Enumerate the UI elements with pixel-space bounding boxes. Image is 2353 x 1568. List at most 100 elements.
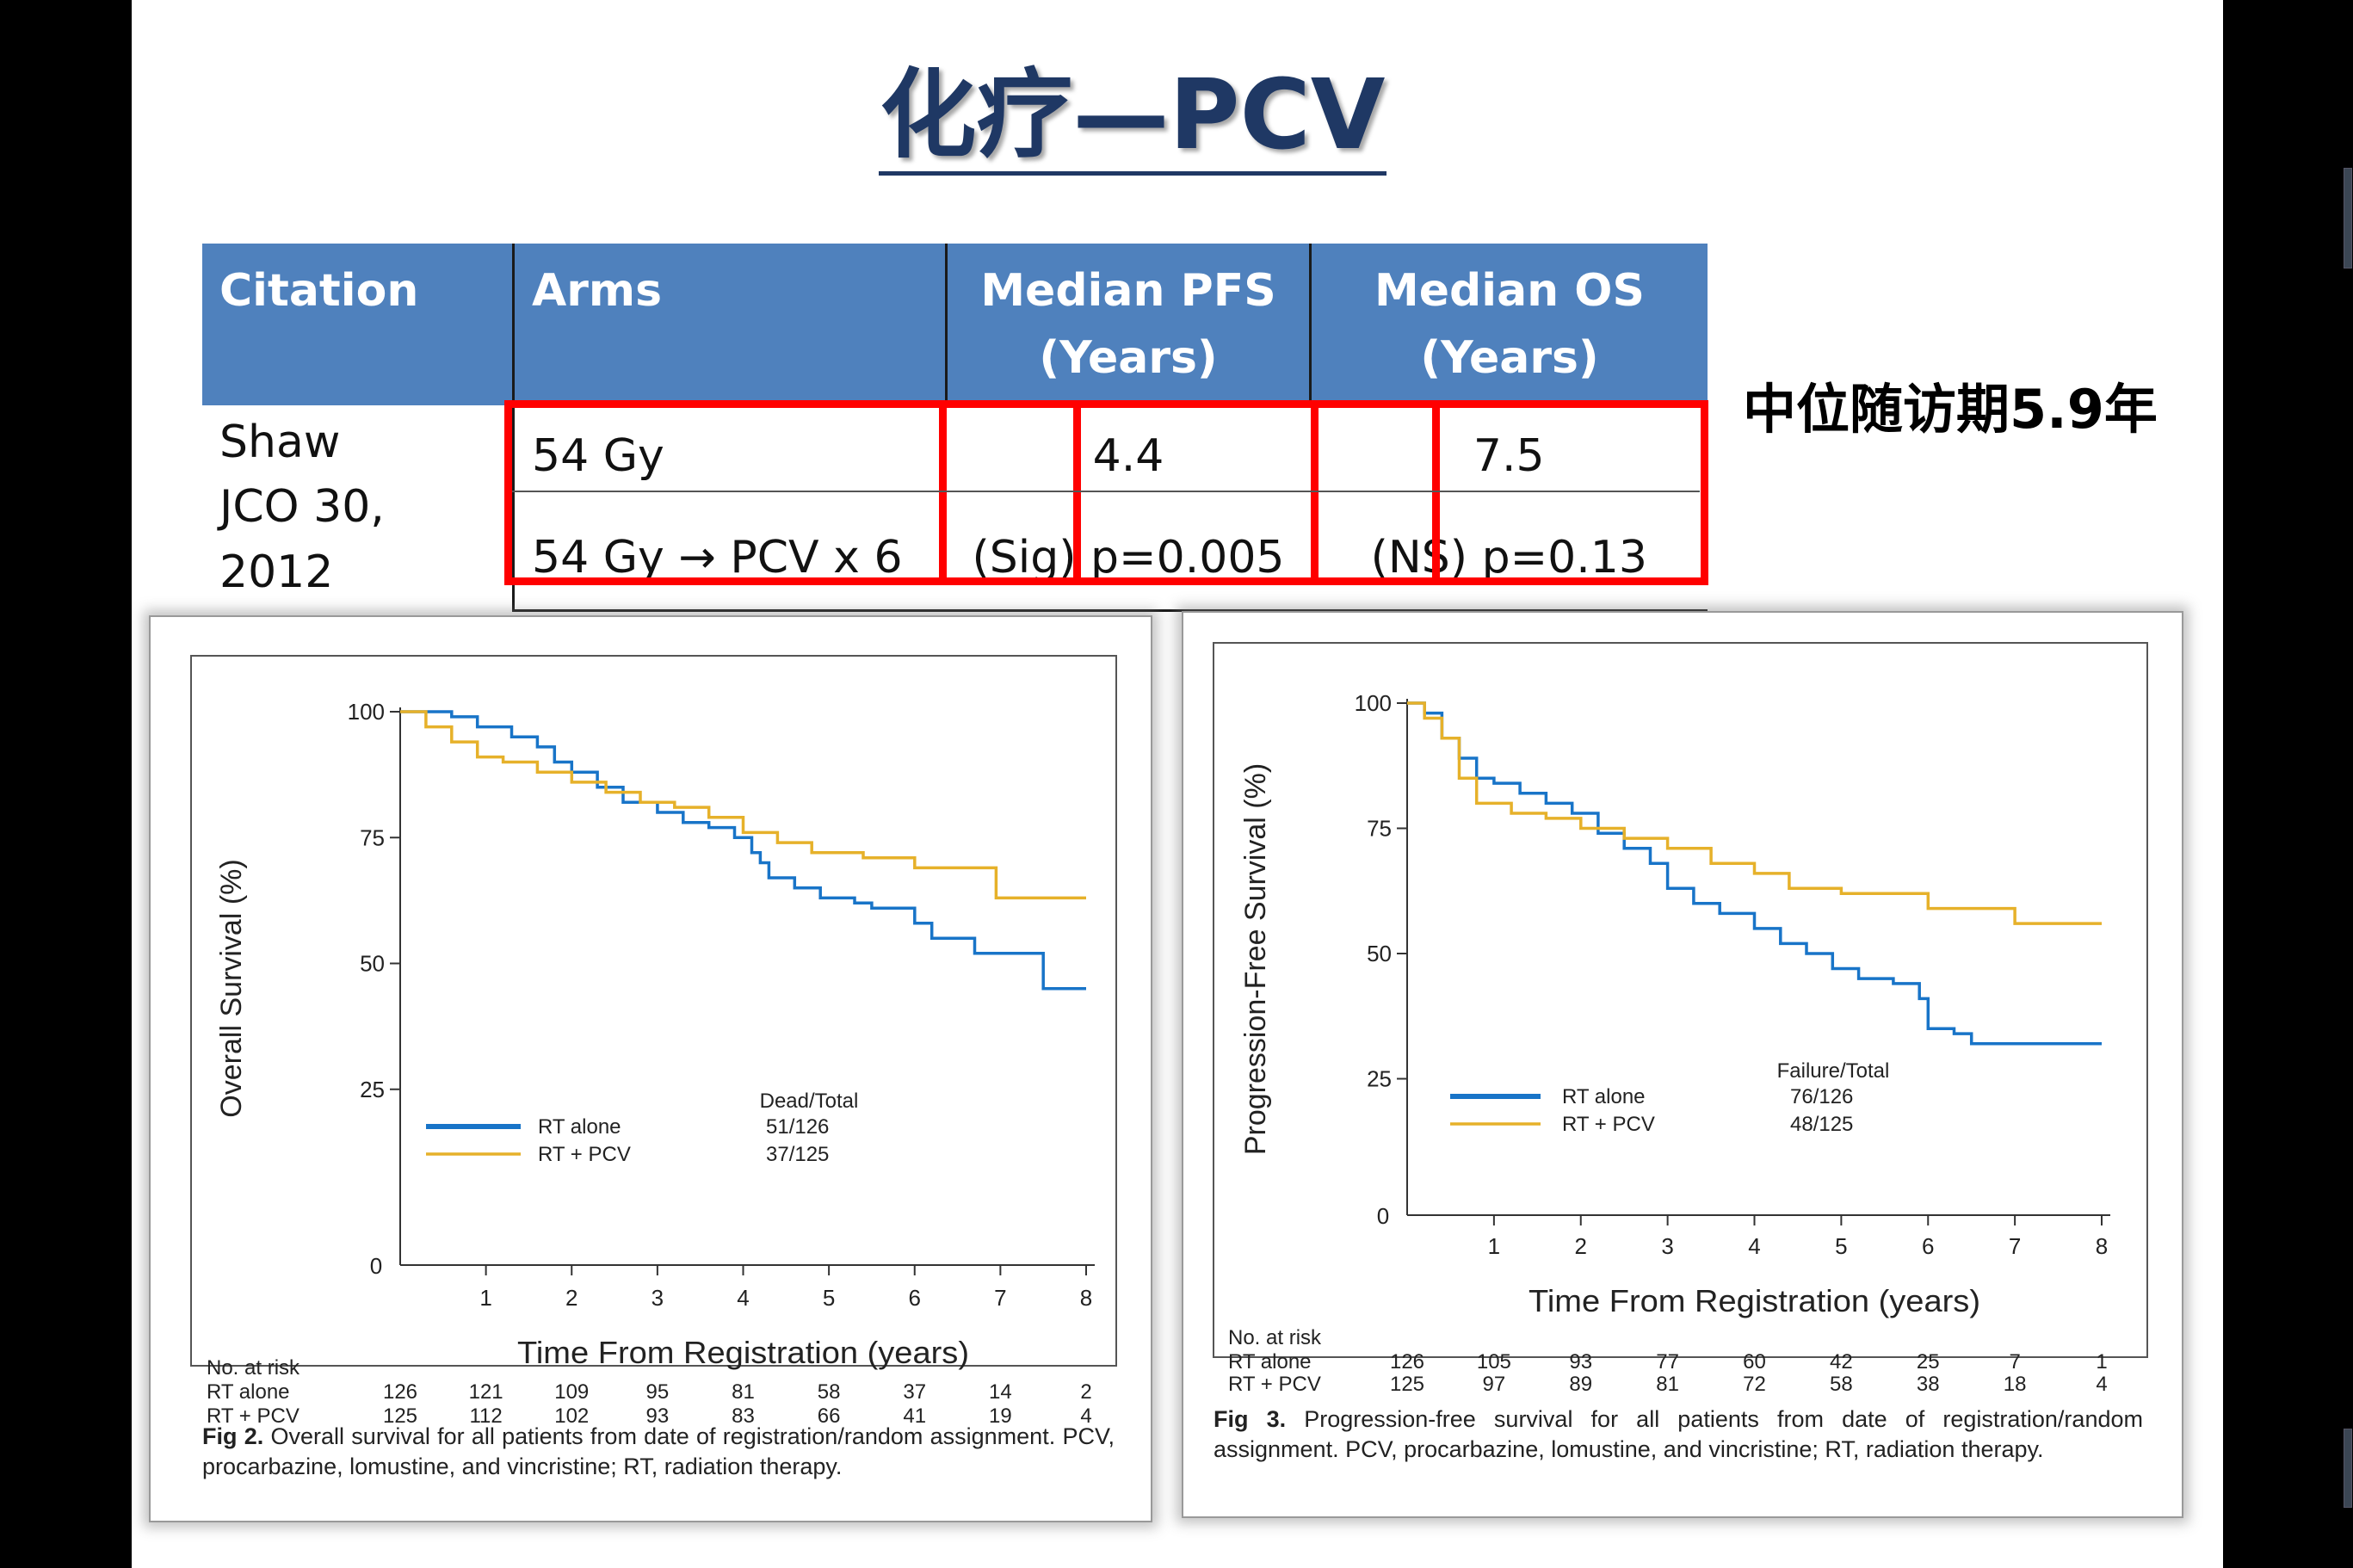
x-tick-label: 6 xyxy=(1922,1233,1934,1259)
results-table: Citation Arms Median PFS (Years) Median … xyxy=(202,244,1708,612)
row-divider xyxy=(512,491,1700,492)
risk-value: 125 xyxy=(1390,1373,1424,1396)
series-line-rt-pcv xyxy=(400,710,1086,900)
header-pfs: Median PFS (Years) xyxy=(946,244,1312,405)
risk-value: 109 xyxy=(554,1380,589,1404)
os-cell: (NS) p=0.13 xyxy=(1310,506,1708,612)
highlight-os-box xyxy=(1311,400,1708,585)
risk-value: 1 xyxy=(2096,1350,2107,1374)
y-tick-label: 100 xyxy=(1355,690,1392,716)
x-tick-label: 0 xyxy=(1377,1203,1389,1229)
x-tick-label: 3 xyxy=(652,1285,664,1311)
legend-header: Dead/Total xyxy=(760,1090,859,1113)
risk-value: 125 xyxy=(383,1404,417,1428)
figure-frame xyxy=(1213,642,2148,1358)
risk-value: 126 xyxy=(1390,1350,1424,1374)
x-tick-label: 6 xyxy=(909,1285,921,1311)
risk-value: 2 xyxy=(1080,1380,1091,1404)
risk-value: 112 xyxy=(469,1404,502,1428)
y-tick-label: 75 xyxy=(1367,816,1392,842)
legend-header: Failure/Total xyxy=(1777,1059,1890,1083)
risk-value: 14 xyxy=(989,1380,1012,1404)
header-arms: Arms xyxy=(513,244,948,405)
os-caption: Fig 2. Overall survival for all patients… xyxy=(202,1423,1115,1480)
series-line-rt-pcv xyxy=(1407,701,2102,925)
risk-value: 41 xyxy=(903,1404,926,1428)
risk-value: 121 xyxy=(469,1380,503,1404)
header-os: Median OS (Years) xyxy=(1310,244,1708,405)
risk-value: 58 xyxy=(1830,1373,1853,1396)
figure-frame xyxy=(190,655,1117,1367)
window-edge xyxy=(2223,0,2353,1568)
arm-cell: 54 Gy → PCV x 6 xyxy=(513,506,947,612)
risk-value: 18 xyxy=(2004,1373,2027,1396)
series-line-rt-alone xyxy=(1407,701,2102,1046)
x-tick-label: 8 xyxy=(2096,1233,2108,1259)
x-axis-title: Time From Registration (years) xyxy=(1529,1283,1980,1318)
citation-cell: Shaw JCO 30, 2012 xyxy=(202,405,515,611)
risk-value: 38 xyxy=(1917,1373,1940,1396)
legend-stat: 51/126 xyxy=(766,1115,829,1139)
risk-value: 105 xyxy=(1477,1350,1511,1374)
risk-value: 72 xyxy=(1743,1373,1766,1396)
table-row: Shaw JCO 30, 2012 54 Gy 4.4 7.5 xyxy=(202,405,1708,611)
pfs-cell: 4.4 xyxy=(1092,429,1164,482)
legend-stat: 37/125 xyxy=(766,1143,829,1166)
risk-value: 77 xyxy=(1656,1350,1679,1374)
y-tick-label: 50 xyxy=(1367,941,1392,966)
risk-row-label: RT + PCV xyxy=(207,1404,300,1428)
risk-row-label: RT alone xyxy=(207,1380,290,1404)
pfs-caption: Fig 3. Progression-free survival for all… xyxy=(1214,1406,2143,1463)
legend-label: RT alone xyxy=(538,1115,621,1139)
risk-value: 83 xyxy=(732,1404,755,1428)
highlight-arms-box xyxy=(504,400,1081,585)
pfs-chart: 25 50 75 100 0 1 2 3 4 5 6 7 8 Progression-Free Survi… xyxy=(1213,642,2148,1396)
x-tick-label: 3 xyxy=(1661,1233,1673,1259)
x-tick-label: 8 xyxy=(1080,1285,1092,1311)
citation-journal: JCO 30, 2012 xyxy=(219,481,385,598)
os-figure-panel: 25 50 75 100 0 1 2 3 4 5 6 7 8 Overall Survival (%) Ti… xyxy=(149,615,1152,1522)
y-tick-label: 50 xyxy=(360,951,385,977)
risk-table-header: No. at risk xyxy=(1228,1326,1322,1349)
pfs-figure-panel: 25 50 75 100 0 1 2 3 4 5 6 7 8 Progression-Free Survi… xyxy=(1182,611,2183,1518)
risk-value: 126 xyxy=(383,1380,417,1404)
x-tick-label: 7 xyxy=(994,1285,1006,1311)
y-axis-title: Progression-Free Survival (%) xyxy=(1239,763,1272,1155)
legend-stat: 48/125 xyxy=(1790,1113,1853,1136)
legend-label: RT + PCV xyxy=(538,1143,631,1166)
scrollbar-arrow[interactable] xyxy=(2344,1429,2352,1508)
x-tick-label: 1 xyxy=(1488,1233,1500,1259)
scrollbar-thumb[interactable] xyxy=(2344,168,2352,269)
slide-title: 化疗—PCV xyxy=(132,60,2134,176)
risk-value: 97 xyxy=(1483,1373,1506,1396)
followup-note: 中位随访期5.9年 xyxy=(1743,378,2158,441)
risk-value: 7 xyxy=(2009,1350,2020,1374)
header-citation: Citation xyxy=(202,244,515,405)
risk-value: 25 xyxy=(1917,1350,1940,1374)
x-tick-label: 0 xyxy=(370,1253,382,1279)
x-tick-label: 7 xyxy=(2009,1233,2021,1259)
y-axis-title: Overall Survival (%) xyxy=(215,859,248,1117)
x-axis-title: Time From Registration (years) xyxy=(517,1335,969,1370)
arm-cell: 54 Gy xyxy=(532,429,664,482)
x-tick-label: 5 xyxy=(1835,1233,1847,1259)
risk-value: 89 xyxy=(1569,1373,1592,1396)
x-tick-label: 4 xyxy=(1748,1233,1760,1259)
risk-row-label: RT alone xyxy=(1228,1350,1312,1374)
risk-value: 60 xyxy=(1743,1350,1766,1374)
os-chart: 25 50 75 100 0 1 2 3 4 5 6 7 8 Overall Survival (%) Ti… xyxy=(190,655,1117,1428)
table-row: 54 Gy → PCV x 6 (Sig) p=0.005 (NS) p=0.1… xyxy=(202,506,1708,612)
risk-row-label: RT + PCV xyxy=(1228,1373,1321,1396)
risk-value: 66 xyxy=(818,1404,841,1428)
slide: 化疗—PCV Citation Arms Median PFS (Years) … xyxy=(132,0,2223,1568)
risk-value: 4 xyxy=(1080,1404,1091,1428)
pfs-cell: (Sig) p=0.005 xyxy=(946,506,1311,612)
risk-value: 4 xyxy=(2096,1373,2107,1396)
risk-value: 81 xyxy=(1656,1373,1679,1396)
risk-value: 19 xyxy=(989,1404,1012,1428)
x-tick-label: 2 xyxy=(565,1285,577,1311)
risk-value: 93 xyxy=(1569,1350,1592,1374)
series-line-rt-alone xyxy=(400,710,1086,991)
risk-value: 95 xyxy=(646,1380,670,1404)
x-tick-label: 1 xyxy=(479,1285,491,1311)
